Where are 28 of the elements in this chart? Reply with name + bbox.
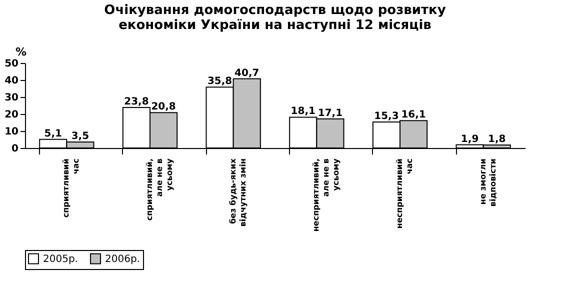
legend-label: 2006р. (105, 254, 140, 265)
data-label: 3,5 (71, 131, 90, 142)
data-label: 40,7 (234, 68, 260, 79)
data-label: 1,9 (460, 134, 479, 145)
text: економіки України на наступні 12 місяців (118, 18, 432, 33)
data-label: 16,1 (401, 110, 426, 121)
data-label: 18,1 (290, 106, 316, 118)
data-label: 35,8 (207, 76, 232, 88)
y-tick-label: 0 (12, 144, 19, 154)
legend-label: 2005р. (43, 254, 78, 265)
y-tick-label: 20 (4, 110, 19, 120)
data-label: 1,8 (488, 134, 506, 145)
x-tick-label: несприятливий, але не в усьому (312, 158, 341, 232)
data-label: 5,1 (44, 128, 62, 140)
y-tick-label: 30 (4, 92, 19, 104)
data-label: 15,3 (374, 110, 399, 122)
x-tick-label: не змогли відповісти (478, 158, 498, 207)
x-tick-label: сприятливий час (62, 158, 81, 218)
y-tick-label: 10 (4, 126, 19, 138)
data-label: 23,8 (124, 96, 149, 108)
y-tick-label: 50 (4, 58, 19, 70)
y-tick-label: 40 (4, 76, 19, 86)
data-label: 20,8 (151, 102, 176, 113)
data-label: 17,1 (318, 108, 343, 119)
x-tick-label: сприятливий, але не в усьому (145, 158, 174, 221)
text: Очікування домогосподарств щодо розвитку (104, 3, 446, 18)
x-tick-label: несприятливий час (395, 158, 414, 229)
y-axis-title: % (16, 46, 27, 58)
